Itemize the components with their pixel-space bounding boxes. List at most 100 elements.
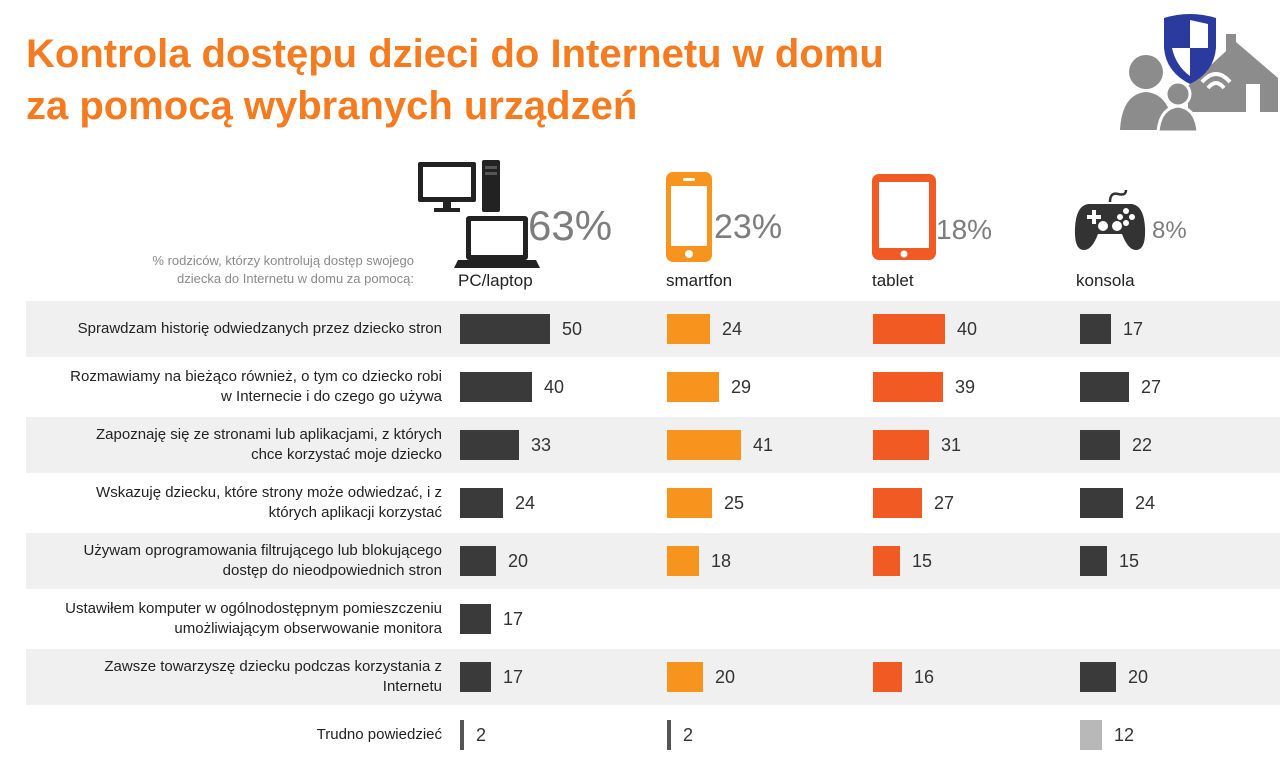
konsola-value-label: 24: [1135, 493, 1156, 513]
category-label-line: Trudno powiedzieć: [316, 726, 442, 743]
category-label-line: Ustawiłem komputer w ogólnodostępnym pom…: [65, 600, 442, 617]
smartfon-bar: [667, 662, 703, 692]
smartfon-value-label: 29: [731, 377, 752, 397]
category-label-line: dostęp do nieodpowiednich stron: [222, 562, 442, 579]
pc-total-pct: 63%: [528, 202, 613, 249]
konsola-value-label: 12: [1114, 725, 1135, 745]
category-label-line: Rozmawiamy na bieżąco również, o tym co …: [70, 368, 442, 385]
family-security-home-icon: [1120, 14, 1278, 134]
konsola-bar: [1080, 662, 1116, 692]
pc-bar: [460, 488, 503, 518]
smartfon-bar: [667, 430, 741, 460]
pc-value-label: 40: [544, 377, 565, 397]
pc-bar: [460, 372, 532, 402]
smartfon-value-label: 25: [724, 493, 745, 513]
caption-line-2: dziecka do Internetu w domu za pomocą:: [176, 271, 414, 286]
pc-bar: [460, 720, 464, 750]
tablet-value-label: 27: [934, 493, 955, 513]
category-label-line: Sprawdzam historię odwiedzanych przez dz…: [77, 320, 442, 337]
smartfon-label: smartfon: [666, 271, 733, 290]
smartphone-icon: [666, 172, 712, 262]
category-label: Zawsze towarzyszę dziecku podczas korzys…: [26, 649, 442, 705]
smartfon-value-label: 18: [711, 551, 732, 571]
pc-bar: [460, 546, 496, 576]
tablet-value-label: 40: [957, 319, 978, 339]
pc-bar: [460, 430, 519, 460]
category-label-line: Zapoznaję się ze stronami lub aplikacjam…: [96, 426, 442, 443]
tablet-value-label: 15: [912, 551, 933, 571]
tablet-icon: [872, 174, 936, 260]
category-label: Używam oprogramowania filtrującego lub b…: [26, 533, 442, 589]
gamepad-icon: [1074, 189, 1146, 250]
tablet-bar: [873, 488, 922, 518]
pc-value-label: 17: [503, 609, 524, 629]
row-band: [26, 301, 1280, 357]
category-label-line: Używam oprogramowania filtrującego lub b…: [83, 542, 442, 559]
smartfon-bar: [667, 546, 699, 576]
chart-caption: % rodziców, którzy kontrolują dostęp swo…: [100, 252, 414, 288]
konsola-bar: [1080, 314, 1111, 344]
pc-bar: [460, 314, 550, 344]
category-label-line: umożliwiającym obserwowanie monitora: [174, 620, 442, 637]
category-label-line: chce korzystać moje dziecko: [251, 446, 442, 463]
tablet-bar: [873, 546, 900, 576]
category-label-line: Internetu: [382, 678, 442, 695]
smartfon-total-pct: 23%: [714, 208, 783, 246]
smartfon-value-label: 41: [753, 435, 774, 455]
tablet-bar: [873, 372, 943, 402]
tablet-value-label: 16: [914, 667, 935, 687]
tablet-bar: [873, 662, 902, 692]
caption-line-1: % rodziców, którzy kontrolują dostęp swo…: [152, 253, 414, 268]
konsola-value-label: 20: [1128, 667, 1149, 687]
tablet-bar: [873, 430, 929, 460]
category-label: Wskazuję dziecku, które strony może odwi…: [26, 475, 442, 531]
smartfon-bar: [667, 488, 712, 518]
konsola-bar: [1080, 720, 1102, 750]
pc-value-label: 50: [562, 319, 583, 339]
konsola-value-label: 15: [1119, 551, 1140, 571]
pc-laptop-icon: [418, 160, 540, 268]
category-label-line: których aplikacji korzystać: [268, 504, 442, 521]
row-band: [26, 533, 1280, 589]
smartfon-bar: [667, 720, 671, 750]
page-title: Kontrola dostępu dzieci do Internetu w d…: [26, 28, 1026, 132]
konsola-bar: [1080, 488, 1123, 518]
title-line-1: Kontrola dostępu dzieci do Internetu w d…: [26, 32, 884, 76]
konsola-value-label: 17: [1123, 319, 1144, 339]
smartfon-bar: [667, 372, 719, 402]
pc-bar: [460, 604, 491, 634]
category-label: Zapoznaję się ze stronami lub aplikacjam…: [26, 417, 442, 473]
category-label: Ustawiłem komputer w ogólnodostępnym pom…: [26, 591, 442, 647]
konsola-bar: [1080, 430, 1120, 460]
category-label: Trudno powiedzieć: [26, 707, 442, 763]
pc-value-label: 20: [508, 551, 529, 571]
smartfon-value-label: 20: [715, 667, 736, 687]
tablet-bar: [873, 314, 945, 344]
tablet-total-pct: 18%: [936, 214, 993, 245]
category-label: Rozmawiamy na bieżąco również, o tym co …: [26, 359, 442, 415]
smartfon-bar: [667, 314, 710, 344]
row-band: [26, 649, 1280, 705]
konsola-value-label: 27: [1141, 377, 1162, 397]
konsola-bar: [1080, 372, 1129, 402]
tablet-value-label: 31: [941, 435, 962, 455]
title-line-2: za pomocą wybranych urządzeń: [26, 84, 638, 128]
category-label-line: Wskazuję dziecku, które strony może odwi…: [96, 484, 442, 501]
pc-label: PC/laptop: [458, 271, 533, 290]
pc-value-label: 24: [515, 493, 536, 513]
row-band: [26, 417, 1280, 473]
konsola-bar: [1080, 546, 1107, 576]
category-label-line: Zawsze towarzyszę dziecku podczas korzys…: [104, 658, 442, 675]
category-label-line: w Internecie i do czego go używa: [221, 388, 442, 405]
smartfon-value-label: 24: [722, 319, 743, 339]
smartfon-value-label: 2: [683, 725, 694, 745]
pc-value-label: 2: [476, 725, 487, 745]
tablet-label: tablet: [872, 271, 914, 290]
category-label: Sprawdzam historię odwiedzanych przez dz…: [26, 301, 442, 357]
pc-value-label: 33: [531, 435, 552, 455]
pc-value-label: 17: [503, 667, 524, 687]
konsola-value-label: 22: [1132, 435, 1153, 455]
konsola-label: konsola: [1076, 271, 1135, 290]
konsola-total-pct: 8%: [1152, 217, 1187, 244]
pc-bar: [460, 662, 491, 692]
